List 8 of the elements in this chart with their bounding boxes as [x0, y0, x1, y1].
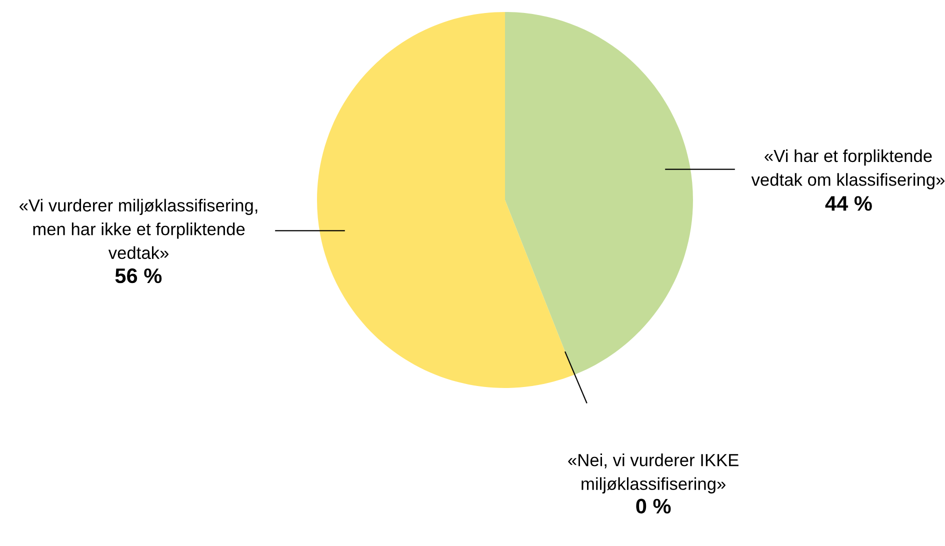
- category-label: «Nei, vi vurderer IKKE miljøklassifisering»: [568, 454, 738, 494]
- slice-label: «Vi har et forpliktende vedtak om klassifisering»: [751, 149, 945, 190]
- pie-slice: [505, 12, 693, 375]
- slice-label: «Vi vurderer miljøklassifisering, men har ikke et forpliktende vedtak»: [20, 198, 258, 260]
- text: 0 %: [636, 498, 671, 514]
- data-label: 44 %: [825, 196, 872, 211]
- data-label: 56 %: [115, 268, 162, 284]
- pie-slice: [317, 12, 574, 388]
